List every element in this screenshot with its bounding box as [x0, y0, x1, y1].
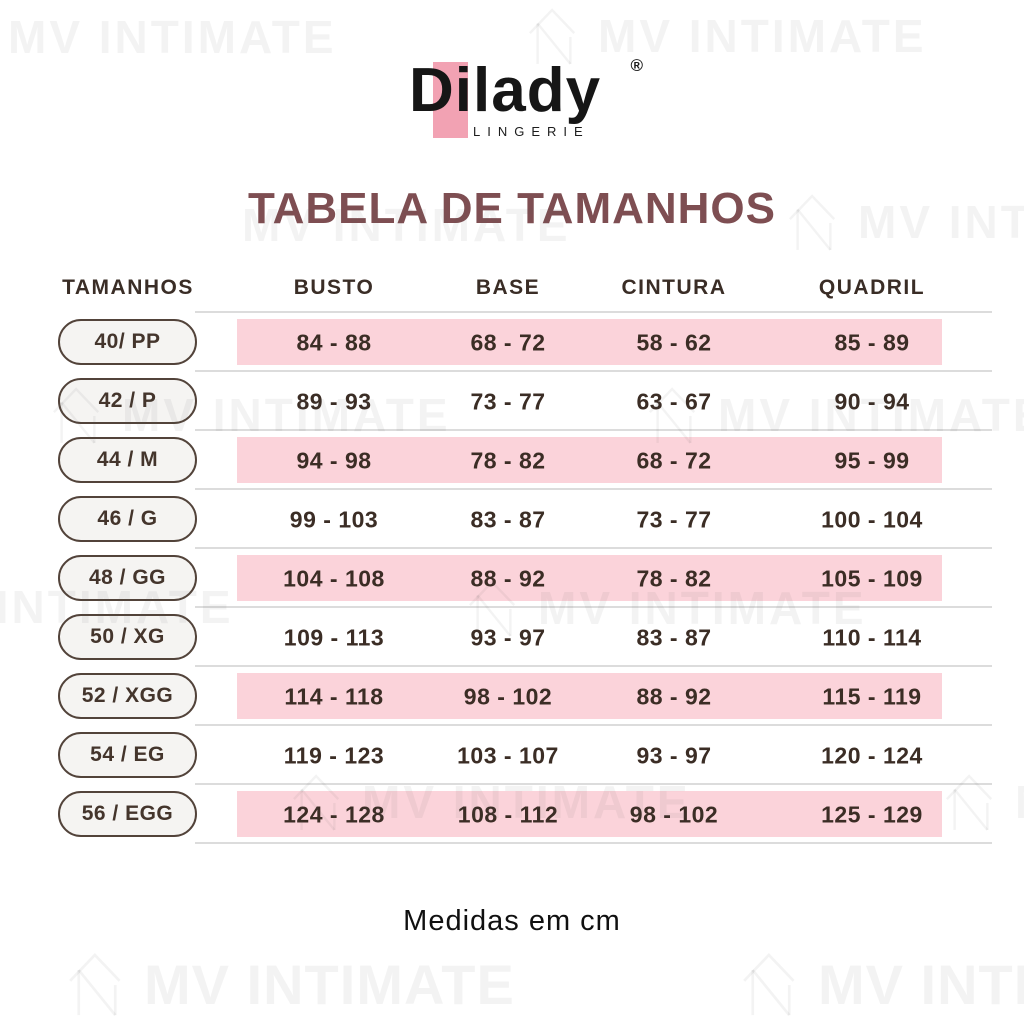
busto-value: 109 - 113	[283, 624, 385, 650]
busto-value: 124 - 128	[283, 801, 385, 827]
cintura-value: 58 - 62	[636, 329, 712, 355]
quadril-value: 110 - 114	[822, 624, 922, 650]
brand-logo: Dilady ® LINGERIE	[387, 56, 643, 154]
base-value: 88 - 92	[470, 565, 546, 591]
quadril-value: 95 - 99	[834, 447, 910, 473]
quadril-value: 115 - 119	[822, 683, 922, 709]
cintura-value: 73 - 77	[636, 506, 712, 532]
quadril-value: 85 - 89	[834, 329, 910, 355]
size-pill: 44 / M	[58, 437, 197, 483]
busto-value: 94 - 98	[296, 447, 372, 473]
watermark-tile: MV INTIMATE	[68, 950, 515, 1018]
cintura-value: 63 - 67	[636, 388, 712, 414]
table-body: 40/ PP 84 - 88 68 - 72 58 - 62 85 - 89 4…	[0, 313, 1024, 844]
row-highlight-band	[237, 319, 942, 365]
size-pill: 54 / EG	[58, 732, 197, 778]
size-pill: 42 / P	[58, 378, 197, 424]
table-row: 42 / P 89 - 93 73 - 77 63 - 67 90 - 94	[0, 372, 1024, 431]
cintura-value: 83 - 87	[636, 624, 712, 650]
watermark-text: MV INTIMATE	[818, 952, 1024, 1016]
cintura-value: 78 - 82	[636, 565, 712, 591]
quadril-value: 120 - 124	[821, 742, 923, 768]
watermark-text: MV INTIMATE	[598, 10, 927, 62]
size-pill: 46 / G	[58, 496, 197, 542]
table-row: 40/ PP 84 - 88 68 - 72 58 - 62 85 - 89	[0, 313, 1024, 372]
base-value: 103 - 107	[457, 742, 559, 768]
table-row: 50 / XG 109 - 113 93 - 97 83 - 87 110 - …	[0, 608, 1024, 667]
table-header-row: TAMANHOS BUSTO BASE CINTURA QUADRIL	[0, 262, 1024, 313]
size-pill: 48 / GG	[58, 555, 197, 601]
cintura-value: 88 - 92	[636, 683, 712, 709]
table-row: 44 / M 94 - 98 78 - 82 68 - 72 95 - 99	[0, 431, 1024, 490]
cintura-value: 98 - 102	[629, 801, 719, 827]
base-value: 108 - 112	[457, 801, 559, 827]
busto-value: 99 - 103	[289, 506, 379, 532]
base-value: 73 - 77	[470, 388, 546, 414]
busto-value: 104 - 108	[283, 565, 385, 591]
column-header-tamanhos: TAMANHOS	[62, 275, 194, 299]
page-title: TABELA DE TAMANHOS	[247, 184, 777, 233]
size-pill: 40/ PP	[58, 319, 197, 365]
logo-pink-rectangle	[433, 62, 468, 138]
column-header-busto: BUSTO	[293, 275, 375, 299]
brand-name: Dilady	[409, 56, 602, 125]
base-value: 83 - 87	[470, 506, 546, 532]
busto-value: 119 - 123	[283, 742, 385, 768]
row-highlight-band	[237, 555, 942, 601]
units-note: Medidas em cm	[403, 905, 621, 937]
base-value: 68 - 72	[470, 329, 546, 355]
busto-value: 114 - 118	[284, 683, 384, 709]
watermark-text: MV INTIMATE	[144, 952, 515, 1016]
table-row: 46 / G 99 - 103 83 - 87 73 - 77 100 - 10…	[0, 490, 1024, 549]
mv-monogram-icon	[743, 953, 795, 1016]
size-pill: 50 / XG	[58, 614, 197, 660]
registered-trademark-symbol: ®	[630, 56, 643, 75]
brand-subtitle: LINGERIE	[473, 124, 590, 139]
watermark-tile: MV INTIMATE	[742, 950, 1024, 1018]
row-highlight-band	[237, 673, 942, 719]
watermark-text: MV INTIMATE	[8, 11, 337, 63]
table-row: 52 / XGG 114 - 118 98 - 102 88 - 92 115 …	[0, 667, 1024, 726]
table-row: 56 / EGG 124 - 128 108 - 112 98 - 102 12…	[0, 785, 1024, 844]
base-value: 98 - 102	[463, 683, 553, 709]
size-pill: 52 / XGG	[58, 673, 197, 719]
mv-monogram-icon	[69, 953, 121, 1016]
table-row: 54 / EG 119 - 123 103 - 107 93 - 97 120 …	[0, 726, 1024, 785]
base-value: 78 - 82	[470, 447, 546, 473]
cintura-value: 68 - 72	[636, 447, 712, 473]
busto-value: 89 - 93	[296, 388, 372, 414]
watermark-tile: MV INTIMATE	[8, 10, 337, 64]
base-value: 93 - 97	[470, 624, 546, 650]
column-header-quadril: QUADRIL	[818, 275, 926, 299]
busto-value: 84 - 88	[296, 329, 372, 355]
quadril-value: 90 - 94	[834, 388, 910, 414]
column-header-cintura: CINTURA	[621, 275, 727, 299]
column-header-base: BASE	[475, 275, 541, 299]
quadril-value: 100 - 104	[821, 506, 923, 532]
row-highlight-band	[237, 437, 942, 483]
cintura-value: 93 - 97	[636, 742, 712, 768]
size-pill: 56 / EGG	[58, 791, 197, 837]
quadril-value: 125 - 129	[821, 801, 923, 827]
table-row: 48 / GG 104 - 108 88 - 92 78 - 82 105 - …	[0, 549, 1024, 608]
quadril-value: 105 - 109	[821, 565, 923, 591]
row-highlight-band	[237, 791, 942, 837]
